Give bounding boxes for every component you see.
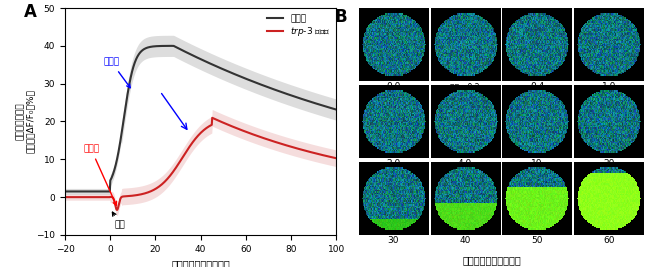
Text: B: B [335,8,347,26]
X-axis label: 4.0: 4.0 [458,159,472,168]
Text: 局所波: 局所波 [83,145,116,205]
X-axis label: 20: 20 [603,159,615,168]
X-axis label: 0.4: 0.4 [530,82,544,91]
Y-axis label: 蛍光カルシウム
変化比（ΔF/F₀；%）: 蛍光カルシウム 変化比（ΔF/F₀；%） [16,89,35,154]
X-axis label: 融合からの時間（秒）: 融合からの時間（秒） [172,259,230,267]
X-axis label: 1.0: 1.0 [602,82,616,91]
Text: A: A [24,3,37,21]
Legend: 野生型, $\mathit{trp}$-$\mathit{3}$ 変異体: 野生型, $\mathit{trp}$-$\mathit{3}$ 変異体 [263,10,335,42]
Text: 融合からの時間（秒）: 融合からの時間（秒） [463,256,521,266]
X-axis label: 2.0: 2.0 [386,159,400,168]
X-axis label: 40: 40 [460,236,471,245]
X-axis label: 精子▲ 0.2: 精子▲ 0.2 [450,82,480,91]
X-axis label: 10: 10 [531,159,543,168]
Text: 受精: 受精 [112,212,125,229]
X-axis label: 30: 30 [387,236,399,245]
X-axis label: 60: 60 [603,236,615,245]
Text: 大域波: 大域波 [103,58,130,88]
X-axis label: 0.0: 0.0 [386,82,400,91]
X-axis label: 50: 50 [531,236,543,245]
